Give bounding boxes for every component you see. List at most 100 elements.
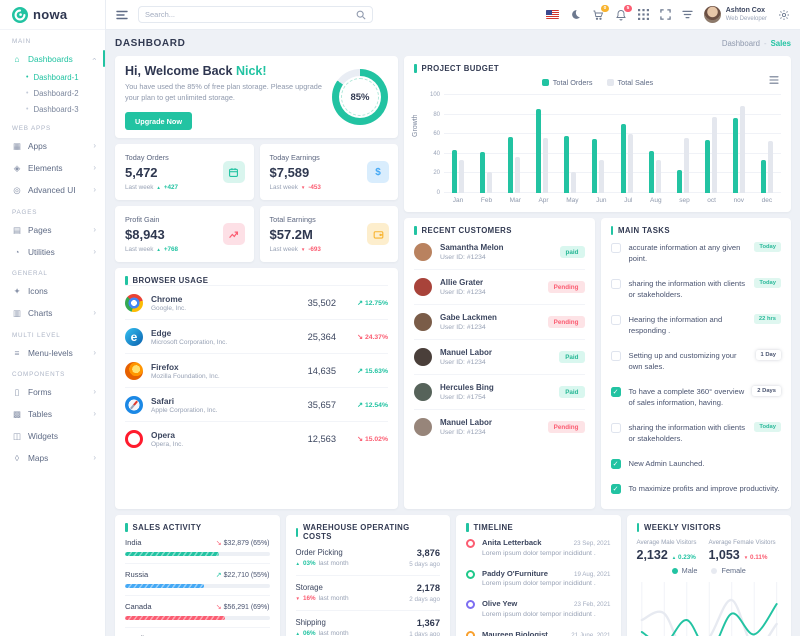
sidebar-item-charts[interactable]: ▥ Charts ›: [0, 302, 105, 324]
notifications-bell-icon[interactable]: 5: [615, 4, 632, 21]
budget-gridline: [444, 94, 781, 95]
task-checkbox[interactable]: [610, 484, 621, 494]
browser-logo-icon: [125, 395, 143, 414]
welcome-message: You have used the 85% of free plan stora…: [125, 82, 322, 102]
browser-logo-icon: [125, 361, 143, 380]
task-text: New Admin Launched.: [628, 459, 705, 468]
browser-change: ↗ 15.63%: [357, 367, 388, 375]
maps-icon: ◊: [14, 452, 20, 463]
upgrade-now-button[interactable]: Upgrade Now: [125, 112, 193, 131]
customer-avatar: [414, 383, 432, 401]
settings-gear-icon[interactable]: [778, 9, 790, 21]
fullscreen-icon[interactable]: [660, 9, 671, 20]
task-checkbox[interactable]: [610, 279, 621, 289]
welcome-card: Hi, Welcome Back Nick! You have used the…: [115, 56, 398, 139]
task-checkbox[interactable]: [610, 387, 621, 397]
nav-section-pages: PAGES: [12, 209, 38, 216]
legend-total-sales[interactable]: Total Sales: [606, 78, 653, 87]
breadcrumb-root[interactable]: Dashboard: [721, 39, 760, 48]
customer-name: Manuel Labor: [440, 348, 493, 357]
sidebar-item-apps[interactable]: ▦ Apps ›: [0, 135, 105, 157]
task-checkbox[interactable]: [610, 315, 621, 325]
budget-bars: [444, 95, 781, 193]
nav-section-multi-level: MULTI LEVEL: [12, 332, 61, 339]
language-flag-icon[interactable]: [545, 10, 559, 19]
browser-row: Firefox Mozilla Foundation, Inc. 14,635 …: [125, 353, 388, 387]
browser-value: 25,364: [307, 331, 336, 342]
legend-male[interactable]: Male: [671, 566, 697, 575]
timeline-date: 21 June, 2021: [571, 631, 611, 636]
budget-ytick-label: 80: [433, 111, 440, 118]
stat-delta: -693: [308, 246, 321, 254]
task-checkbox[interactable]: [610, 243, 621, 253]
stat-foot-label: Last week: [269, 184, 298, 192]
sidebar-item-menu-levels[interactable]: ≡ Menu-levels ›: [0, 342, 105, 363]
bullet-icon: •: [26, 89, 29, 97]
female-visitors-delta: 0.11%: [749, 554, 768, 561]
legend-orders-swatch: [541, 79, 549, 86]
legend-total-orders[interactable]: Total Orders: [541, 78, 593, 87]
browser-row: Chrome Google, Inc. 35,502 ↗ 12.75%: [125, 285, 388, 319]
sales-activity-row: Canada ↘ $56,291 (69%): [125, 596, 270, 628]
project-budget-title: PROJECT BUDGET: [414, 64, 781, 73]
brand[interactable]: nowa: [0, 0, 105, 30]
legend-female[interactable]: Female: [711, 566, 746, 575]
budget-month-label: Aug: [650, 197, 662, 204]
chart-menu-icon[interactable]: [769, 76, 779, 84]
sidebar-subitem-dashboard-1[interactable]: • Dashboard-1: [0, 69, 105, 85]
sidebar-item-dashboards[interactable]: ⌂ Dashboards ›: [0, 48, 105, 69]
task-checkbox[interactable]: [610, 423, 621, 433]
filter-icon[interactable]: [682, 10, 693, 19]
task-row: accurate information at any given point.…: [610, 235, 781, 271]
sidebar-item-widgets[interactable]: ◫ Widgets: [0, 425, 105, 447]
status-badge: Paid: [559, 351, 585, 363]
stat-card-today-earnings: Today Earnings $7,589 Last week ▼ -453 $: [259, 144, 398, 201]
stats-grid: Today Orders 5,472 Last week ▲ +427 Today …: [115, 144, 398, 263]
search-icon[interactable]: [356, 10, 366, 20]
menu-toggle-icon[interactable]: [116, 10, 128, 20]
browser-change: ↘ 24.37%: [357, 333, 388, 341]
task-text: sharing the information with clients or …: [628, 279, 746, 299]
sidebar-subitem-dashboard-2[interactable]: • Dashboard-2: [0, 85, 105, 101]
sidebar-item-pages[interactable]: ▤ Pages ›: [0, 219, 105, 241]
stat-foot-label: Last week: [125, 184, 154, 192]
cart-icon[interactable]: 0: [592, 4, 609, 21]
stat-delta: -453: [308, 184, 321, 192]
trend-arrow-icon: ↗: [357, 401, 364, 409]
breadcrumb-current[interactable]: Sales: [770, 39, 791, 48]
customer-name: Allie Grater: [440, 278, 484, 287]
task-checkbox[interactable]: [610, 351, 621, 361]
dark-mode-moon-icon[interactable]: [570, 9, 581, 20]
stat-delta: +768: [163, 246, 179, 254]
budget-bar: [683, 138, 689, 193]
task-checkbox[interactable]: [610, 459, 621, 469]
sidebar-item-advanced-ui[interactable]: ◎ Advanced UI ›: [0, 179, 105, 201]
trend-arrow-icon: ↗: [215, 571, 222, 579]
nav-section-web-apps: WEB APPS: [12, 125, 51, 132]
sidebar-item-icons[interactable]: ✦ Icons: [0, 280, 105, 302]
search-input[interactable]: [145, 10, 352, 19]
sidebar-item-maps[interactable]: ◊ Maps ›: [0, 447, 105, 468]
sidebar-subitem-dashboard-3[interactable]: • Dashboard-3: [0, 101, 105, 117]
apps-grid-icon[interactable]: [637, 9, 649, 20]
user-menu[interactable]: Ashton Cox Web Developer: [703, 6, 767, 23]
cost-name: Order Picking: [295, 548, 343, 557]
page-content: DASHBOARD Dashboard - Sales Hi, Welcome Ba…: [106, 30, 800, 636]
customer-avatar: [414, 278, 432, 296]
cost-change: 06%: [302, 630, 316, 636]
cost-ago: 5 days ago: [409, 561, 440, 568]
customer-id: User ID: #1234: [440, 429, 486, 436]
trend-arrow-icon: ↘: [357, 435, 364, 443]
budget-bar: [452, 149, 458, 193]
sidebar-item-elements[interactable]: ◈ Elements ›: [0, 157, 105, 179]
browser-value: 35,657: [307, 399, 336, 410]
sidebar-item-forms[interactable]: ▯ Forms ›: [0, 381, 105, 403]
sidebar-item-tables[interactable]: ▩ Tables ›: [0, 403, 105, 425]
sales-activity-card: SALES ACTIVITY India ↘ $32,879 (65%) Rus…: [115, 515, 280, 636]
chevron-right-icon: ›: [93, 225, 96, 234]
task-row: To maximize profits and improve producti…: [610, 476, 782, 501]
sidebar-item-label: Tables: [28, 409, 52, 419]
sidebar-item-utilities[interactable]: ◔ Utilities ›: [0, 241, 105, 262]
browser-logo-icon: [125, 327, 143, 346]
stat-foot-label: Last week: [269, 246, 298, 254]
